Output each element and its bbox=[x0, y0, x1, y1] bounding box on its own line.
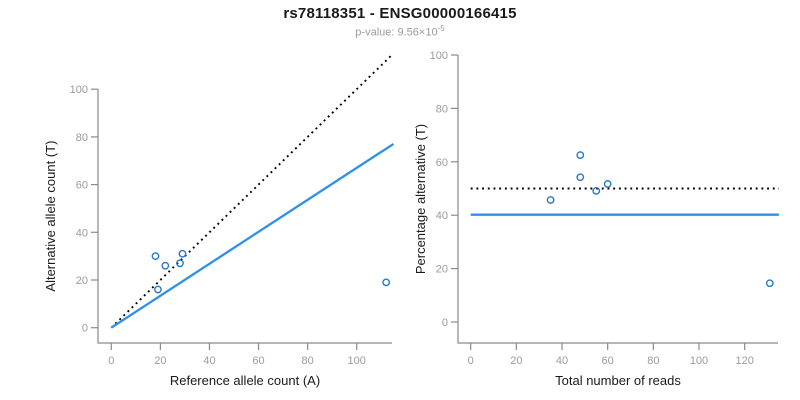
x-tick-label: 100 bbox=[348, 355, 366, 367]
x-tick-label: 0 bbox=[468, 355, 474, 367]
p-value-text: p-value: 9.56×10 bbox=[355, 26, 438, 39]
x-tick-label: 60 bbox=[602, 355, 614, 367]
y-tick-label: 0 bbox=[442, 317, 448, 329]
data-point bbox=[576, 151, 585, 160]
lines-layer bbox=[110, 55, 394, 329]
lines-layer bbox=[470, 187, 779, 216]
data-point bbox=[176, 259, 184, 268]
y-tick-label: 80 bbox=[76, 132, 88, 144]
y-tick-label: 60 bbox=[76, 180, 88, 192]
figure-title: rs78118351 - ENSG00000166415 bbox=[283, 5, 517, 22]
axis-lines bbox=[457, 55, 778, 344]
left-plot: 0 20 40 60 80 100 0 20 40 60 80 100 Reference allele… bbox=[43, 55, 394, 388]
y-tick-label: 40 bbox=[436, 210, 448, 222]
data-point bbox=[151, 252, 160, 261]
data-point bbox=[546, 196, 555, 204]
x-tick-label: 40 bbox=[203, 355, 215, 367]
x-tick-label: 40 bbox=[556, 355, 568, 367]
y-tick-label: 80 bbox=[436, 103, 448, 115]
data-point bbox=[154, 285, 162, 294]
data-point bbox=[178, 249, 187, 258]
y-tick-label: 100 bbox=[70, 84, 88, 96]
data-point bbox=[592, 187, 601, 195]
p-value-exponent: -5 bbox=[437, 24, 445, 33]
x-axis: 0 20 40 60 80 100 120 bbox=[468, 343, 754, 367]
y-axis: 0 20 40 60 80 100 bbox=[70, 84, 98, 335]
x-tick-label: 80 bbox=[647, 355, 659, 367]
data-point bbox=[161, 261, 170, 270]
y-tick-label: 20 bbox=[436, 264, 448, 276]
y-tick-label: 0 bbox=[82, 323, 88, 335]
x-tick-label: 60 bbox=[252, 355, 264, 367]
x-tick-label: 80 bbox=[301, 355, 313, 367]
y-tick-label: 100 bbox=[430, 50, 448, 62]
x-tick-label: 120 bbox=[735, 355, 753, 367]
data-point bbox=[765, 279, 774, 288]
x-axis-title: Total number of reads bbox=[555, 373, 681, 388]
y-axis-title: Percentage alternative (T) bbox=[413, 124, 428, 274]
data-point bbox=[576, 173, 585, 182]
x-axis: 0 20 40 60 80 100 bbox=[108, 343, 366, 367]
axis-lines bbox=[97, 89, 392, 344]
x-tick-label: 0 bbox=[108, 355, 114, 367]
data-point bbox=[382, 278, 391, 287]
x-tick-label: 20 bbox=[510, 355, 522, 367]
y-axis-title: Alternative allele count (T) bbox=[43, 141, 58, 292]
x-tick-label: 20 bbox=[154, 355, 166, 367]
regression-line bbox=[110, 142, 394, 329]
y-axis: 0 20 40 60 80 100 bbox=[430, 50, 458, 329]
y-tick-label: 60 bbox=[436, 157, 448, 169]
x-tick-label: 100 bbox=[690, 355, 708, 367]
right-plot: 0 20 40 60 80 100 120 0 20 40 60 80 100 Total number … bbox=[413, 50, 779, 388]
identity-line bbox=[110, 55, 392, 329]
data-point bbox=[603, 180, 612, 188]
points-layer bbox=[546, 151, 774, 288]
y-tick-label: 20 bbox=[76, 275, 88, 287]
x-axis-title: Reference allele count (A) bbox=[170, 373, 320, 388]
points-layer bbox=[151, 249, 391, 294]
y-tick-label: 40 bbox=[76, 227, 88, 239]
figure-subtitle: p-value: 9.56×10-5 bbox=[0, 24, 800, 39]
